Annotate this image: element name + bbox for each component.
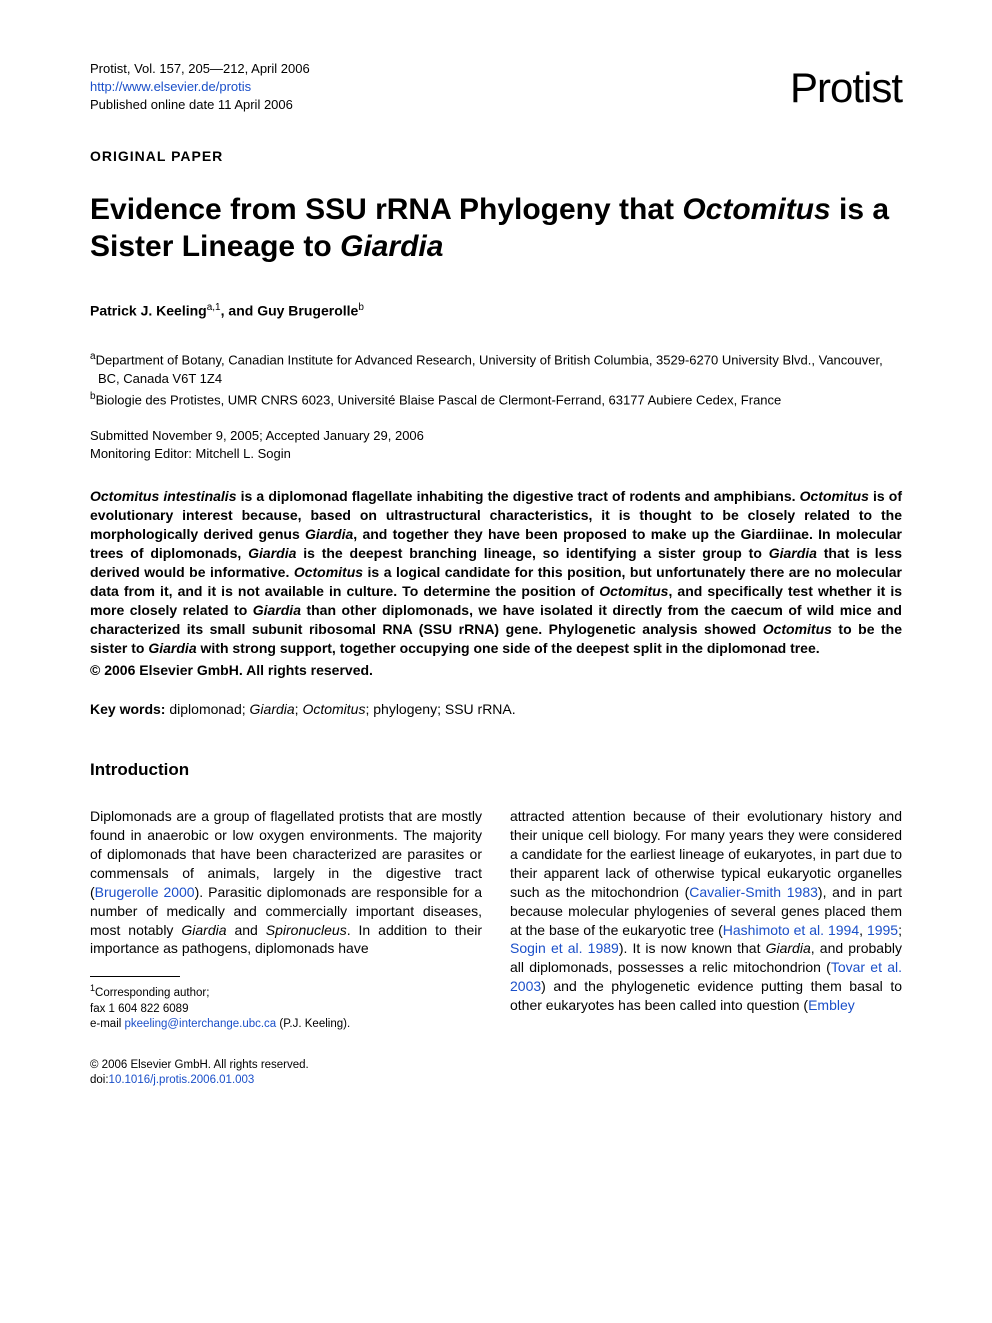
abs-i4: Giardia <box>248 545 296 561</box>
author-1: Patrick J. Keeling <box>90 302 207 318</box>
bottom-meta: © 2006 Elsevier GmbH. All rights reserve… <box>90 1058 482 1089</box>
affiliation-b: bBiologie des Protistes, UMR CNRS 6023, … <box>90 390 902 410</box>
title-italic-1: Octomitus <box>682 193 830 226</box>
aff-a-text: Department of Botany, Canadian Institute… <box>96 352 883 385</box>
pub-date: Published online date 11 April 2006 <box>90 96 310 114</box>
abs-i3: Giardia <box>305 526 353 542</box>
c2-r3[interactable]: 1995 <box>867 922 898 938</box>
paper-type: ORIGINAL PAPER <box>90 147 902 166</box>
abs-i5: Giardia <box>769 545 817 561</box>
c2-t4: ; <box>898 922 902 938</box>
intro-col1: Diplomonads are a group of flagellated p… <box>90 807 482 1089</box>
abs-i7: Octomitus <box>599 583 668 599</box>
submitted-accepted: Submitted November 9, 2005; Accepted Jan… <box>90 427 902 445</box>
doi-link[interactable]: 10.1016/j.protis.2006.01.003 <box>109 1074 255 1086</box>
journal-url[interactable]: http://www.elsevier.de/protis <box>90 78 310 96</box>
monitoring-editor: Monitoring Editor: Mitchell L. Sogin <box>90 445 902 463</box>
kw-t1: diplomonad; <box>165 701 249 717</box>
submission-dates: Submitted November 9, 2005; Accepted Jan… <box>90 427 902 462</box>
intro-body: Diplomonads are a group of flagellated p… <box>90 807 902 1089</box>
doi-pre: doi: <box>90 1074 109 1086</box>
c2-r4[interactable]: Sogin et al. 1989 <box>510 940 619 956</box>
abs-i2: Octomitus <box>800 488 869 504</box>
c2-r2[interactable]: Hashimoto et al. 1994 <box>723 922 859 938</box>
kw-i2: Octomitus <box>302 701 365 717</box>
abs-i10: Giardia <box>148 640 196 656</box>
c2-r1[interactable]: Cavalier-Smith 1983 <box>689 884 818 900</box>
author-2: Guy Brugerolle <box>257 302 358 318</box>
abstract: Octomitus intestinalis is a diplomonad f… <box>90 487 902 657</box>
c1-i2: Spironucleus <box>266 922 347 938</box>
aff-b-text: Biologie des Protistes, UMR CNRS 6023, U… <box>96 392 782 407</box>
citation-line: Protist, Vol. 157, 205—212, April 2006 <box>90 60 310 78</box>
c2-t5: ). It is now known that <box>619 940 766 956</box>
author-1-sup: a,1 <box>207 302 221 313</box>
authors: Patrick J. Keelinga,1, and Guy Brugeroll… <box>90 301 902 321</box>
abs-i1: Octomitus intestinalis <box>90 488 236 504</box>
kw-i1: Giardia <box>250 701 295 717</box>
corresponding-footnote: 1Corresponding author; fax 1 604 822 608… <box>90 982 482 1032</box>
c1-i1: Giardia <box>181 922 226 938</box>
fn-email[interactable]: pkeeling@interchange.ubc.ca <box>125 1018 277 1030</box>
affiliation-a: aDepartment of Botany, Canadian Institut… <box>90 350 902 388</box>
kw-t3: ; phylogeny; SSU rRNA. <box>365 701 515 717</box>
header-row: Protist, Vol. 157, 205—212, April 2006 h… <box>90 60 902 117</box>
citation-block: Protist, Vol. 157, 205—212, April 2006 h… <box>90 60 310 115</box>
keywords: Key words: diplomonad; Giardia; Octomitu… <box>90 700 902 719</box>
c1-r1[interactable]: Brugerolle 2000 <box>95 884 195 900</box>
abstract-copyright: © 2006 Elsevier GmbH. All rights reserve… <box>90 661 902 680</box>
intro-heading: Introduction <box>90 759 902 782</box>
paper-title: Evidence from SSU rRNA Phylogeny that Oc… <box>90 191 902 266</box>
author-2-sup: b <box>358 302 364 313</box>
c1-t3: and <box>227 922 266 938</box>
affiliations: aDepartment of Botany, Canadian Institut… <box>90 350 902 409</box>
fn-line3-post: (P.J. Keeling). <box>276 1018 350 1030</box>
footnote-rule <box>90 976 180 977</box>
abs-t10: with strong support, together occupying … <box>197 640 820 656</box>
title-italic-2: Giardia <box>340 230 443 263</box>
fn-line2: fax 1 604 822 6089 <box>90 1003 188 1015</box>
bottom-copyright: © 2006 Elsevier GmbH. All rights reserve… <box>90 1058 482 1074</box>
keywords-label: Key words: <box>90 701 165 717</box>
fn-line1: Corresponding author; <box>95 987 209 999</box>
intro-col2: attracted attention because of their evo… <box>510 807 902 1015</box>
abs-i9: Octomitus <box>763 621 832 637</box>
fn-line3-pre: e-mail <box>90 1018 125 1030</box>
c2-r6[interactable]: Embley <box>808 997 855 1013</box>
abs-i8: Giardia <box>253 602 301 618</box>
c2-t3: , <box>859 922 867 938</box>
title-text-1: Evidence from SSU rRNA Phylogeny that <box>90 193 682 226</box>
c2-i1: Giardia <box>766 940 811 956</box>
abs-t1: is a diplomonad flagellate inhabiting th… <box>236 488 799 504</box>
abs-t4: is the deepest branching lineage, so ide… <box>296 545 768 561</box>
journal-logo: Protist <box>790 60 902 117</box>
doi-line: doi:10.1016/j.protis.2006.01.003 <box>90 1073 482 1089</box>
author-sep: , and <box>221 302 258 318</box>
abs-i6: Octomitus <box>294 564 363 580</box>
